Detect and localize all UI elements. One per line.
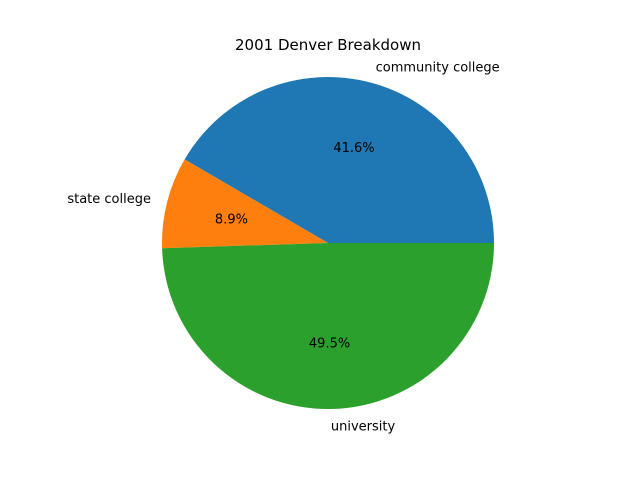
pie-slice-state-college [161, 159, 328, 249]
pie-slice-community-college [184, 77, 494, 243]
pie-pct-label-university: 49.5% [309, 337, 350, 352]
pie-slices [161, 77, 494, 409]
pie-pct-label-state-college: 8.9% [215, 213, 248, 228]
chart-title: 2001 Denver Breakdown [235, 36, 421, 54]
pie-pct-label-community-college: 41.6% [333, 141, 374, 156]
pie-category-label-state-college: state college [67, 192, 151, 207]
pie-labels: 41.6% community college 8.9% state college 4… [67, 61, 499, 435]
pie-slice-university [162, 243, 494, 409]
pie-category-label-community-college: community college [376, 61, 500, 76]
pie-category-label-university: university [331, 420, 396, 435]
